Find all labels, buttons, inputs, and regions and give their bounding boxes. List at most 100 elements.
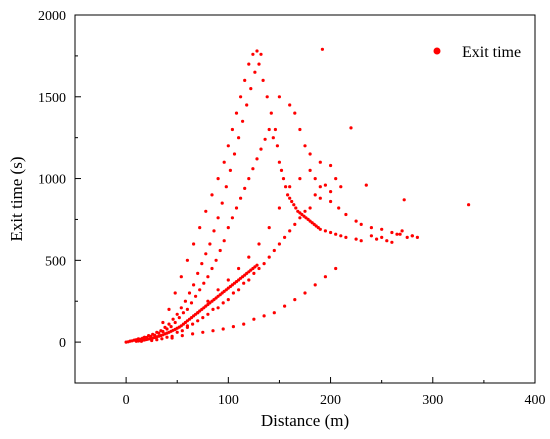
data-point	[323, 183, 327, 187]
data-point	[231, 325, 235, 329]
data-point	[185, 258, 189, 262]
data-point	[395, 232, 399, 236]
data-point	[334, 266, 338, 271]
data-point	[262, 262, 266, 266]
data-point	[334, 177, 338, 181]
data-point	[179, 275, 183, 279]
data-point	[308, 206, 312, 210]
y-tick-label: 500	[45, 254, 66, 269]
data-point	[293, 111, 297, 115]
x-tick-label: 400	[525, 393, 546, 408]
data-point	[359, 239, 363, 243]
data-point	[275, 144, 279, 148]
data-point	[242, 281, 246, 285]
data-point	[230, 216, 234, 220]
data-point	[255, 49, 259, 53]
data-point	[277, 160, 281, 164]
data-point	[257, 62, 261, 66]
data-point	[262, 314, 266, 318]
data-point	[173, 291, 177, 295]
data-point	[272, 248, 276, 253]
x-tick-label: 300	[422, 393, 443, 408]
data-point	[277, 95, 281, 99]
data-point	[191, 322, 195, 326]
data-point	[375, 237, 379, 241]
data-point	[271, 136, 275, 140]
data-point	[198, 226, 202, 230]
data-point	[196, 271, 200, 275]
data-point	[255, 263, 259, 267]
data-point	[292, 203, 296, 207]
data-point	[237, 136, 241, 140]
data-point	[323, 275, 327, 279]
data-point	[318, 196, 322, 200]
data-point	[245, 103, 249, 107]
data-point	[155, 338, 159, 342]
data-point	[247, 278, 251, 282]
data-point	[281, 177, 286, 181]
data-point	[222, 239, 226, 243]
data-point	[354, 219, 358, 223]
data-point	[267, 255, 271, 259]
data-point	[171, 317, 175, 321]
data-point	[323, 229, 327, 233]
plot-border	[74, 14, 536, 384]
data-point	[339, 234, 343, 238]
data-point	[214, 258, 218, 262]
data-point	[308, 168, 312, 172]
data-point	[354, 237, 358, 241]
data-point	[334, 232, 338, 236]
data-point	[385, 239, 389, 243]
data-point	[288, 196, 292, 200]
data-point	[234, 206, 239, 210]
data-point	[189, 301, 194, 305]
data-point	[179, 306, 183, 310]
data-point	[167, 322, 171, 326]
data-point	[180, 329, 184, 333]
data-point	[160, 337, 164, 341]
data-point	[298, 216, 302, 220]
data-point	[344, 235, 348, 239]
data-point	[390, 230, 394, 235]
data-point	[169, 325, 173, 329]
data-point	[232, 152, 237, 156]
data-point	[221, 327, 225, 331]
data-point	[288, 185, 292, 189]
data-point	[318, 185, 322, 189]
data-point	[313, 177, 317, 181]
data-point	[253, 70, 257, 74]
data-point	[283, 235, 287, 239]
data-point	[201, 316, 205, 320]
data-point	[380, 227, 384, 231]
legend-label: Exit time	[462, 44, 521, 61]
data-point	[224, 185, 228, 189]
data-point	[284, 185, 288, 189]
data-point	[313, 283, 317, 287]
data-point	[239, 95, 243, 99]
data-point	[183, 299, 187, 303]
data-point	[402, 198, 406, 202]
data-point	[265, 95, 269, 99]
data-point	[329, 163, 333, 168]
data-point	[185, 307, 189, 311]
data-point	[359, 222, 363, 226]
data-point	[252, 271, 256, 275]
data-point	[344, 212, 348, 217]
data-point	[415, 235, 419, 239]
data-point	[157, 331, 161, 335]
data-point	[410, 234, 414, 238]
data-point	[298, 177, 302, 181]
data-point	[173, 320, 177, 325]
data-point	[204, 209, 208, 213]
data-point	[380, 235, 384, 239]
data-point	[329, 230, 333, 235]
data-point	[339, 185, 343, 189]
data-point	[206, 275, 210, 279]
y-tick-label: 0	[59, 336, 66, 351]
data-point	[237, 288, 241, 292]
data-point	[398, 232, 402, 236]
data-point	[318, 160, 322, 164]
data-point	[257, 242, 261, 246]
data-point	[259, 147, 263, 151]
